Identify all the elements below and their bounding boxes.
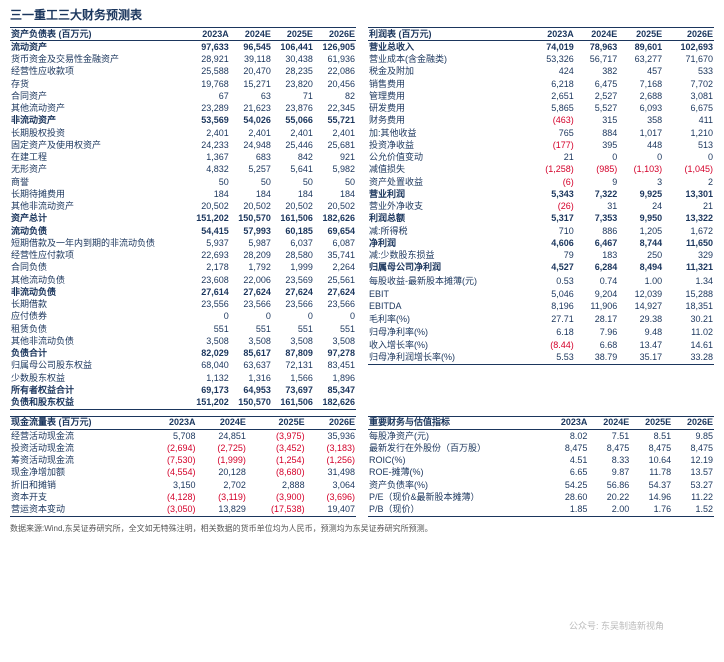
income-statement-table: 利润表 (百万元)2023A2024E2025E2026E营业总收入74,019…	[368, 27, 714, 365]
footnote: 数据来源:Wind,东吴证券研究所，全文如无特殊注明，相关数据的货币单位均为人民…	[10, 523, 714, 534]
cashflow-table: 现金流量表 (百万元)2023A2024E2025E2026E经营活动现金流5,…	[10, 416, 356, 517]
metrics-table: 重要财务与估值指标2023A2024E2025E2026E每股净资产(元)8.0…	[368, 416, 714, 517]
report-title: 三一重工三大财务预测表	[10, 6, 714, 23]
balance-sheet-table: 资产负债表 (百万元)2023A2024E2025E2026E流动资产97,63…	[10, 27, 356, 410]
watermark: 公众号: 东吴制造新视角	[569, 619, 664, 632]
